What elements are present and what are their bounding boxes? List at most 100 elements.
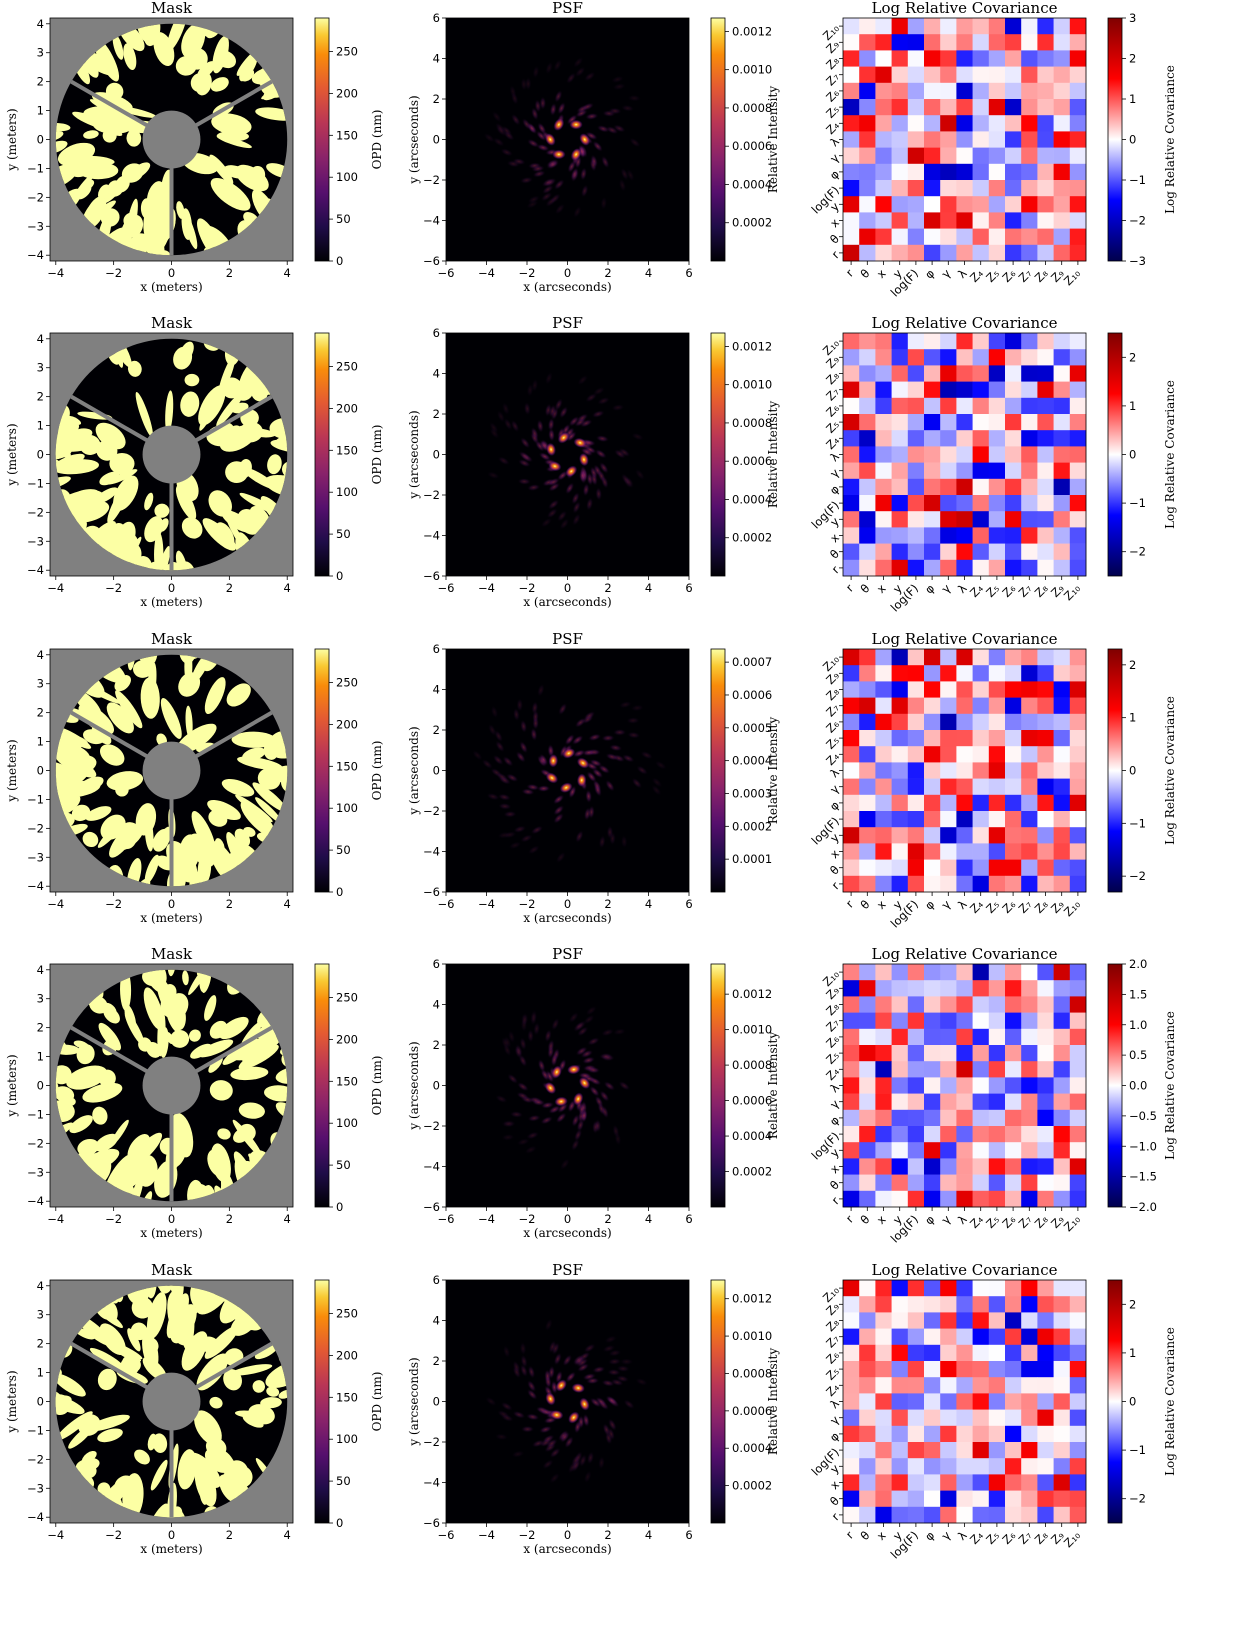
colorbar-tick-label: 0 xyxy=(1129,448,1136,462)
covariance-cell xyxy=(972,1012,990,1030)
psf-lobe xyxy=(538,451,552,462)
psf-lobe xyxy=(607,1418,617,1432)
y-tick-label: −4 xyxy=(423,1476,440,1490)
covariance-cell xyxy=(907,115,925,132)
central-obscuration xyxy=(142,425,201,484)
covariance-cell xyxy=(924,527,941,544)
covariance-cell xyxy=(907,1442,925,1459)
covariance-cell xyxy=(924,1109,941,1127)
covariance-cell xyxy=(859,778,876,796)
x-tick-label: 0 xyxy=(168,1212,175,1226)
covariance-cell xyxy=(1021,131,1038,148)
covariance-cell xyxy=(940,778,957,796)
psf-lobe xyxy=(496,409,506,423)
intensity-colorbar xyxy=(710,332,726,577)
covariance-cell xyxy=(1053,228,1071,246)
covariance-cell xyxy=(972,163,990,181)
x-tick-label: 6 xyxy=(685,1212,692,1226)
covariance-cell xyxy=(859,511,876,528)
covariance-cell xyxy=(1005,131,1022,148)
covariance-cell xyxy=(972,1490,990,1508)
opd-blob xyxy=(149,250,170,256)
covariance-cell xyxy=(843,115,860,132)
psf-lobe xyxy=(576,1026,589,1037)
psf-lobe xyxy=(519,1341,527,1356)
covariance-cell xyxy=(1053,713,1071,731)
covariance-cell xyxy=(875,180,892,197)
psf-lobe xyxy=(550,1052,558,1067)
opd-blob xyxy=(73,1040,89,1049)
covariance-cell xyxy=(1069,1312,1087,1329)
covariance-cell xyxy=(1037,1490,1054,1508)
x-axis-label: x (meters) xyxy=(140,1226,202,1240)
y-tick-label: −1 xyxy=(27,1107,44,1121)
psf-lobe xyxy=(575,829,584,844)
covariance-cell xyxy=(1037,1190,1054,1208)
psf-lobe xyxy=(531,165,545,173)
y-tick-label: 3 xyxy=(37,992,44,1006)
covariance-cell xyxy=(843,794,860,812)
psf-core-spot xyxy=(573,437,587,449)
covariance-panel-4: Log Relative Covariancerrθθxxyylog(F)log… xyxy=(809,945,1177,1246)
covariance-cell xyxy=(875,1045,892,1062)
colorbar-tick-label: 0.0012 xyxy=(732,339,772,353)
covariance-cell xyxy=(875,1393,892,1410)
psf-core-spot xyxy=(566,1064,581,1075)
covariance-cell xyxy=(1069,212,1087,229)
covariance-cell xyxy=(940,1093,957,1111)
covariance-cell xyxy=(1037,649,1054,666)
y-tick-label: 0 xyxy=(37,448,44,462)
psf-lobe xyxy=(598,834,606,849)
covariance-cell xyxy=(875,1458,892,1475)
covariance-cell xyxy=(940,430,957,447)
x-tick-label: φ xyxy=(922,1528,937,1543)
psf-core-spot xyxy=(572,1092,584,1106)
covariance-cell xyxy=(924,1174,941,1192)
covariance-cell xyxy=(956,1012,973,1030)
x-tick-label: γ xyxy=(939,1212,954,1227)
colorbar-tick-label: −1 xyxy=(1129,816,1146,830)
opd-blob xyxy=(139,1191,153,1202)
x-tick-label: 0 xyxy=(564,581,571,595)
opd-blob xyxy=(226,683,251,707)
covariance-cell xyxy=(859,1312,876,1329)
covariance-cell xyxy=(1005,446,1022,463)
psf-lobe xyxy=(554,398,564,412)
covariance-cell xyxy=(843,180,860,197)
covariance-cell xyxy=(1005,1061,1022,1078)
covariance-cell xyxy=(843,1296,860,1313)
covariance-cell xyxy=(907,746,925,763)
opd-colorbar xyxy=(314,1279,330,1524)
covariance-cell xyxy=(988,859,1006,877)
covariance-cell xyxy=(1069,1425,1087,1443)
colorbar-tick-label: 0.0010 xyxy=(732,1023,772,1037)
covariance-cell xyxy=(1053,649,1071,666)
y-tick-label: θ xyxy=(827,1494,842,1509)
covariance-cell xyxy=(1069,228,1087,246)
psf-lobe xyxy=(601,734,616,742)
opd-blob xyxy=(208,1056,223,1073)
covariance-cell xyxy=(924,794,941,812)
colorbar-tick-label: 0.0002 xyxy=(732,1165,772,1179)
covariance-cell xyxy=(1037,1344,1054,1362)
covariance-cell xyxy=(1069,1280,1087,1297)
covariance-cell xyxy=(1069,462,1087,480)
psf-lobe xyxy=(608,744,623,752)
covariance-cell xyxy=(956,99,973,116)
psf-lobe xyxy=(516,1091,530,1101)
covariance-cell xyxy=(907,1393,925,1410)
covariance-cell xyxy=(891,1061,909,1078)
covariance-cell xyxy=(891,1361,909,1378)
y-tick-label: 4 xyxy=(37,332,44,346)
opd-blob xyxy=(99,744,125,766)
psf-lobe xyxy=(618,700,633,709)
psf-lobe xyxy=(526,1388,538,1401)
covariance-cell xyxy=(843,730,860,747)
covariance-cell xyxy=(1037,212,1054,229)
covariance-cell xyxy=(1021,66,1038,84)
psf-background xyxy=(446,649,689,892)
covariance-cell xyxy=(843,381,860,399)
covariance-cell xyxy=(956,1409,973,1427)
opd-blob xyxy=(255,797,283,824)
colorbar-tick-label: 50 xyxy=(336,843,351,857)
